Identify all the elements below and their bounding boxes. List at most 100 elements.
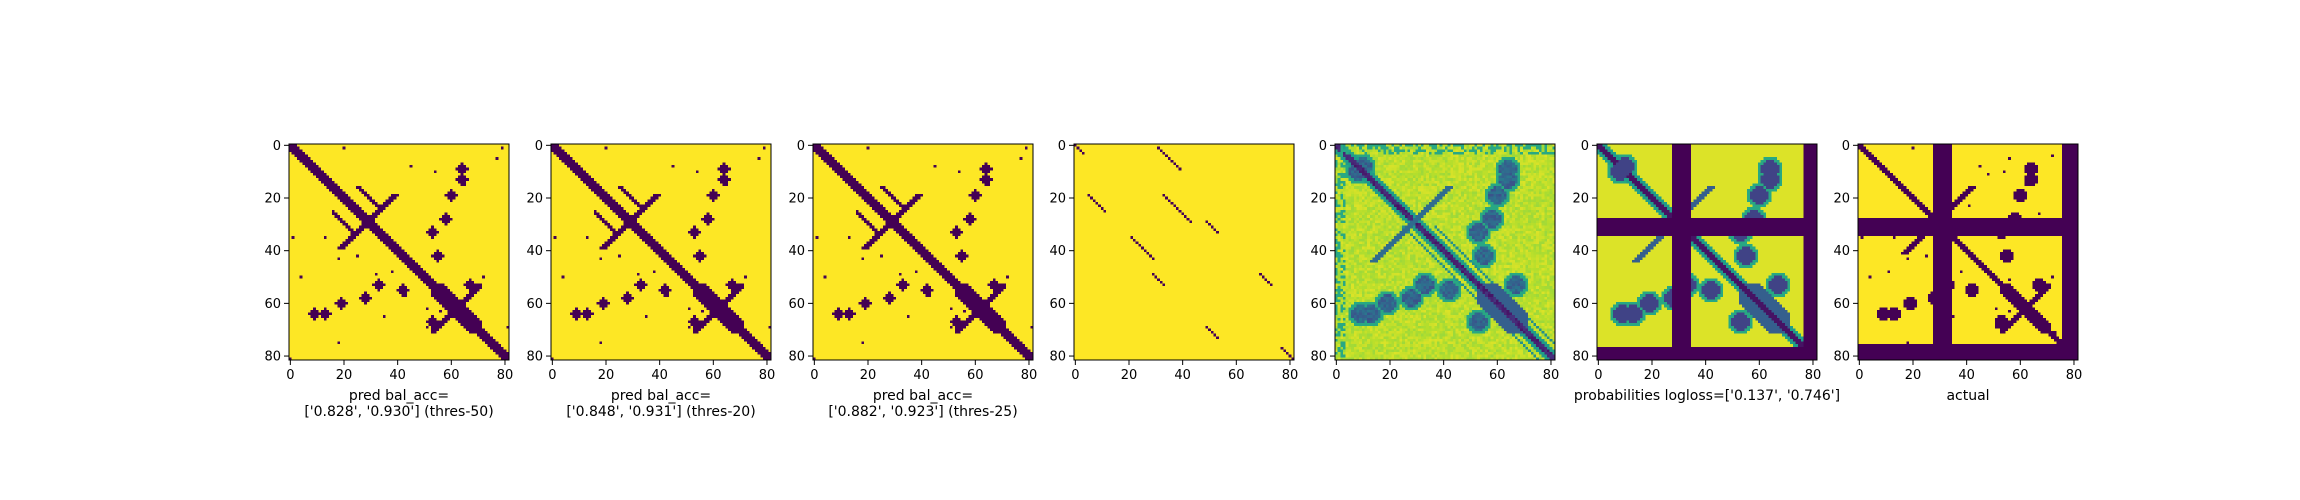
y-tick-label: 20 (1310, 192, 1327, 207)
x-tick-label: 60 (2012, 368, 2029, 383)
x-tick-label: 0 (286, 368, 294, 383)
y-tick-label: 60 (1572, 297, 1589, 312)
y-tick-label: 80 (1310, 350, 1327, 365)
x-tick-label: 40 (651, 368, 668, 383)
x-axis-label: ['0.828', '0.930'] (thres-50) (304, 404, 493, 420)
y-tick-label: 60 (788, 297, 805, 312)
x-axis-label: ['0.848', '0.931'] (thres-20) (566, 404, 755, 420)
y-tick-label: 20 (1049, 192, 1066, 207)
heatmap-panel-4: 0 20 40 60 80 0 20 40 60 80 (1049, 139, 1298, 383)
axes-frame (288, 143, 510, 361)
heatmap-image (1074, 144, 1294, 360)
heatmap-panel-6: 0 20 40 60 80 0 20 40 60 80 probabilities logloss=… (1572, 139, 1840, 404)
x-tick-label: 0 (810, 368, 818, 383)
heatmap-panel-3: 0 20 40 60 80 0 20 40 60 80 pred bal_acc=['0.882',… (788, 139, 1037, 420)
heatmap-image (289, 144, 509, 360)
y-tick-label: 60 (1310, 297, 1327, 312)
y-tick-label: 0 (1581, 139, 1589, 154)
x-axis-label: pred bal_acc= (611, 388, 711, 404)
x-tick-label: 20 (1905, 368, 1922, 383)
x-axis-label: ['0.882', '0.923'] (thres-25) (828, 404, 1017, 420)
x-tick-label: 60 (1228, 368, 1245, 383)
x-tick-label: 80 (1282, 368, 1299, 383)
heatmap-image (1858, 144, 2078, 360)
axes-frame (812, 143, 1034, 361)
x-tick-label: 20 (860, 368, 877, 383)
y-tick-label: 40 (264, 244, 281, 259)
x-tick-label: 0 (1071, 368, 1079, 383)
x-axis-label: actual (1946, 388, 1989, 404)
x-tick-label: 80 (759, 368, 776, 383)
x-tick-label: 0 (1855, 368, 1863, 383)
x-tick-label: 20 (1382, 368, 1399, 383)
x-tick-label: 40 (1697, 368, 1714, 383)
x-tick-label: 80 (2066, 368, 2083, 383)
y-tick-label: 60 (1833, 297, 1850, 312)
heatmap-image (551, 144, 771, 360)
y-tick-label: 0 (797, 139, 805, 154)
axes-frame (1334, 143, 1556, 361)
x-tick-label: 40 (389, 368, 406, 383)
x-tick-label: 80 (1543, 368, 1560, 383)
x-tick-label: 20 (336, 368, 353, 383)
y-tick-label: 80 (1049, 350, 1066, 365)
x-tick-label: 0 (548, 368, 556, 383)
x-tick-label: 80 (1805, 368, 1822, 383)
heatmap-image (1597, 144, 1817, 360)
y-tick-label: 20 (264, 192, 281, 207)
x-tick-label: 20 (1644, 368, 1661, 383)
y-tick-label: 60 (264, 297, 281, 312)
x-tick-label: 0 (1594, 368, 1602, 383)
heatmap-panel-1: 0 20 40 60 80 0 20 40 60 80 pred bal_acc=['0.828',… (264, 139, 513, 420)
x-tick-label: 60 (967, 368, 984, 383)
y-tick-label: 40 (526, 244, 543, 259)
x-tick-label: 20 (1121, 368, 1138, 383)
axes-frame (1857, 143, 2079, 361)
y-tick-label: 80 (264, 350, 281, 365)
y-tick-label: 80 (526, 350, 543, 365)
x-axis-label: probabilities logloss=['0.137', '0.746'] (1574, 388, 1840, 404)
y-tick-label: 0 (1319, 139, 1327, 154)
y-tick-label: 40 (1833, 244, 1850, 259)
x-tick-label: 40 (1958, 368, 1975, 383)
axes-frame (550, 143, 772, 361)
y-tick-label: 40 (1310, 244, 1327, 259)
y-tick-label: 20 (1833, 192, 1850, 207)
x-tick-label: 80 (497, 368, 514, 383)
y-tick-label: 60 (1049, 297, 1066, 312)
y-tick-label: 80 (788, 350, 805, 365)
heatmap-image (813, 144, 1033, 360)
x-tick-label: 20 (598, 368, 615, 383)
y-tick-label: 0 (535, 139, 543, 154)
x-tick-label: 0 (1332, 368, 1340, 383)
x-tick-label: 40 (1435, 368, 1452, 383)
y-tick-label: 80 (1833, 350, 1850, 365)
y-tick-label: 40 (1572, 244, 1589, 259)
heatmap-panel-2: 0 20 40 60 80 0 20 40 60 80 pred bal_acc=['0.848',… (526, 139, 775, 420)
heatmap-panel-7: 0 20 40 60 80 0 20 40 60 80 actual (1833, 139, 2082, 404)
x-tick-label: 40 (1174, 368, 1191, 383)
heatmap-image (1335, 144, 1555, 360)
axes-frame (1073, 143, 1295, 361)
x-axis-label: pred bal_acc= (349, 388, 449, 404)
x-tick-label: 40 (913, 368, 930, 383)
y-tick-label: 40 (1049, 244, 1066, 259)
x-tick-label: 60 (1489, 368, 1506, 383)
x-tick-label: 80 (1021, 368, 1038, 383)
axes-frame (1596, 143, 1818, 361)
y-tick-label: 0 (1842, 139, 1850, 154)
y-tick-label: 0 (1058, 139, 1066, 154)
y-tick-label: 80 (1572, 350, 1589, 365)
x-axis-label: pred bal_acc= (873, 388, 973, 404)
heatmap-panel-5: 0 20 40 60 80 0 20 40 60 80 (1310, 139, 1559, 383)
y-tick-label: 40 (788, 244, 805, 259)
y-tick-label: 20 (526, 192, 543, 207)
y-tick-label: 0 (273, 139, 281, 154)
y-tick-label: 60 (526, 297, 543, 312)
x-tick-label: 60 (705, 368, 722, 383)
y-tick-label: 20 (788, 192, 805, 207)
x-tick-label: 60 (1751, 368, 1768, 383)
y-tick-label: 20 (1572, 192, 1589, 207)
